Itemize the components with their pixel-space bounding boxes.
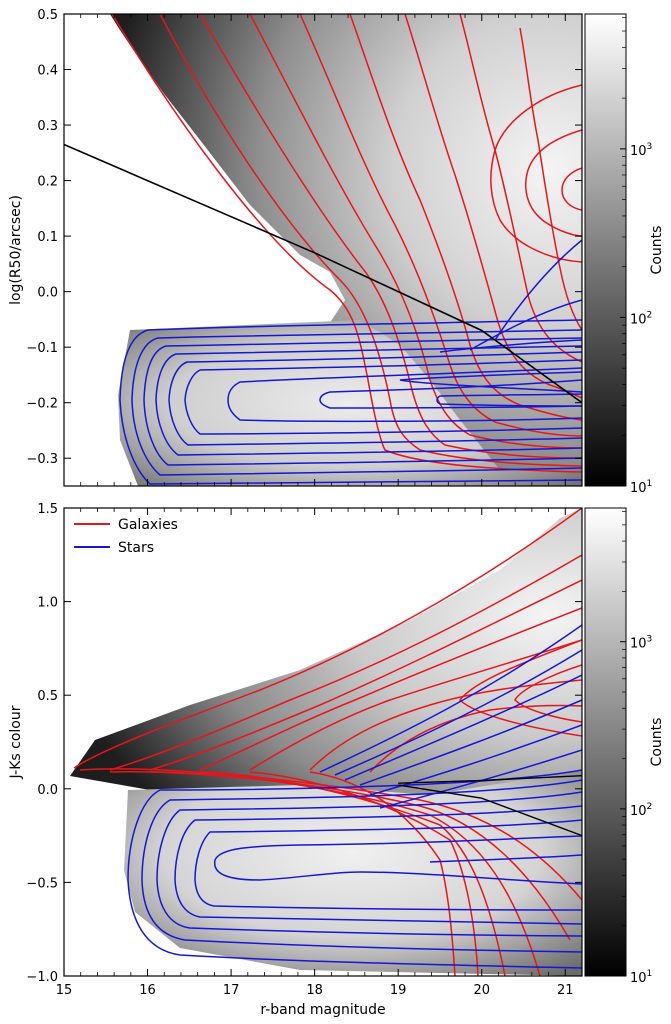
y-tick-label: 0.1 [37,230,58,245]
x-tick-label: 15 [56,983,73,998]
y-tick-label: −0.1 [26,341,58,356]
separation-line [64,143,582,404]
y-tick-label: 1.0 [37,596,58,611]
y-tick-label: 0.4 [37,64,58,79]
x-tick-label: 17 [223,983,240,998]
galaxy-density-region [70,508,582,830]
y-tick-label: 0.3 [37,119,58,134]
y-tick-label: 0.2 [37,175,58,190]
y-tick-label: 0.0 [37,286,58,301]
y-tick-label: −0.3 [26,452,58,467]
x-tick-label: 20 [473,983,490,998]
galaxy-contours [111,14,582,473]
x-tick-label: 18 [306,983,323,998]
top-y-axis-label: log(R50/arcsec) [8,195,24,305]
star-contours [127,624,582,969]
colorbar-tick-label: 103 [630,635,652,652]
bottom-colorbar-ticks: 101 102 103 [620,511,652,986]
y-tick-label: 1.5 [37,502,58,517]
y-tick-label: −0.5 [26,876,58,891]
x-axis-label: r-band magnitude [260,1002,385,1018]
top-colorbar-label: Counts [649,226,665,275]
galaxy-contours [73,508,582,976]
y-tick-label: 0.5 [37,8,58,23]
colorbar-tick-label: 102 [630,310,652,327]
colorbar-tick-label: 101 [630,969,652,986]
bottom-y-axis-label: J-Ks colour [8,705,24,779]
top-axes: −0.3 −0.2 −0.1 0.0 0.1 0.2 0.3 0.4 0.5 [26,8,583,486]
separation-line [398,775,582,784]
bottom-axes: 15 16 17 18 19 20 21 −1.0 −0.5 0.0 0.5 1.0 1.5 [26,502,583,998]
bottom-plot-frame [63,507,583,977]
bottom-colorbar-label: Counts [649,718,665,767]
top-panel: −0.3 −0.2 −0.1 0.0 0.1 0.2 0.3 0.4 0.5 log(R50/a… [8,8,665,496]
y-tick-label: 0.0 [37,783,58,798]
star-contours [119,239,582,485]
colorbar-tick-label: 103 [630,142,652,159]
colorbar-tick-label: 101 [630,479,652,496]
top-colorbar-ticks: 101 102 103 [620,17,652,496]
legend-stars-label: Stars [118,540,154,556]
colorbar-tick-label: 102 [630,802,652,819]
x-tick-label: 19 [390,983,407,998]
legend-galaxies-label: Galaxies [118,517,178,533]
y-tick-label: −0.2 [26,397,58,412]
bottom-colorbar [584,507,627,977]
separation-curve [398,784,582,837]
x-tick-label: 16 [139,983,156,998]
top-colorbar [584,13,627,487]
x-tick-label: 21 [557,983,574,998]
bottom-panel: 15 16 17 18 19 20 21 −1.0 −0.5 0.0 0.5 1.0 1.5 J-Ks … [8,502,665,1018]
y-tick-label: −1.0 [26,970,58,985]
legend: Galaxies Stars [74,517,178,556]
top-plot-frame [63,13,583,487]
star-density-region [124,770,582,976]
y-tick-label: 0.5 [37,689,58,704]
